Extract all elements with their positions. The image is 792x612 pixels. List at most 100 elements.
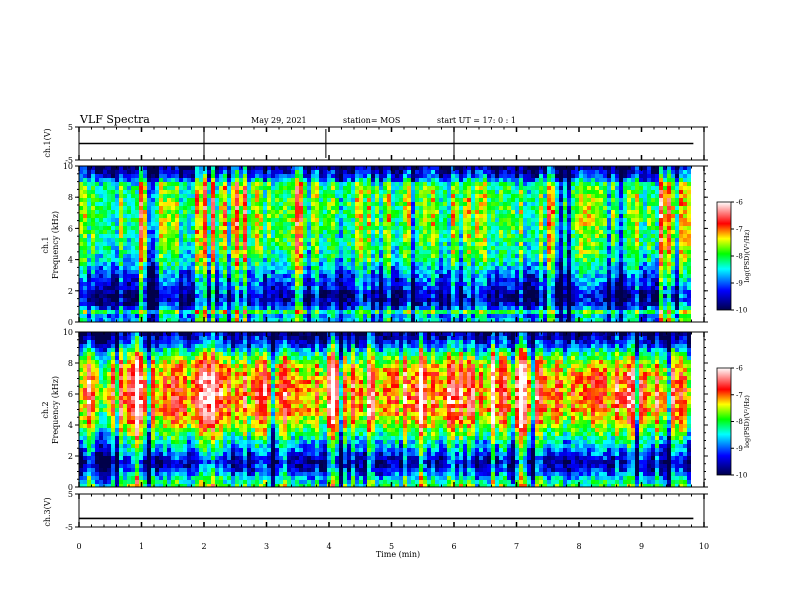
- spectrogram-cell: [491, 210, 495, 214]
- spectrogram-cell: [483, 314, 487, 318]
- spectrogram-cell: [295, 182, 299, 186]
- spectrogram-cell: [107, 250, 111, 254]
- spectrogram-cell: [251, 222, 255, 226]
- spectrogram-cell: [543, 314, 547, 318]
- spectrogram-cell: [259, 262, 263, 266]
- spectrogram-cell: [103, 278, 107, 282]
- spectrogram-cell: [255, 246, 259, 250]
- spectrogram-cell: [479, 270, 483, 274]
- spectrogram-cell: [375, 298, 379, 302]
- spectrogram-cell: [391, 262, 395, 266]
- spectrogram-cell: [475, 278, 479, 282]
- spectrogram-cell: [87, 198, 91, 202]
- spectrogram-cell: [551, 290, 555, 294]
- spectrogram-cell: [119, 214, 123, 218]
- spectrogram-cell: [355, 254, 359, 258]
- spectrogram-cell: [99, 202, 103, 206]
- spectrogram-cell: [283, 242, 287, 246]
- spectrogram-cell: [99, 210, 103, 214]
- spectrogram-cell: [311, 202, 315, 206]
- spectrogram-cell: [535, 290, 539, 294]
- spectrogram-cell: [395, 218, 399, 222]
- spectrogram-cell: [571, 234, 575, 238]
- spectrogram-cell: [551, 238, 555, 242]
- spectrogram-cell: [211, 294, 215, 298]
- spectrogram-cell: [443, 286, 447, 290]
- spectrogram-cell: [435, 306, 439, 310]
- spectrogram-cell: [571, 210, 575, 214]
- spectrogram-cell: [83, 286, 87, 290]
- spectrogram-cell: [119, 202, 123, 206]
- spectrogram-cell: [363, 182, 367, 186]
- spectrogram-cell: [375, 258, 379, 262]
- spectrogram-cell: [155, 262, 159, 266]
- spectrogram-cell: [251, 274, 255, 278]
- spectrogram-cell: [487, 254, 491, 258]
- spectrogram-cell: [443, 278, 447, 282]
- spectrogram-cell: [327, 262, 331, 266]
- spectrogram-cell: [327, 290, 331, 294]
- spectrogram-cell: [407, 214, 411, 218]
- spectrogram-cell: [415, 282, 419, 286]
- spectrogram-cell: [531, 218, 535, 222]
- spectrogram-cell: [455, 210, 459, 214]
- spectrogram-cell: [499, 206, 503, 210]
- spectrogram-cell: [419, 182, 423, 186]
- spectrogram-cell: [311, 270, 315, 274]
- spectrogram-cell: [375, 262, 379, 266]
- spectrogram-cell: [115, 170, 119, 174]
- spectrogram-cell: [203, 246, 207, 250]
- spectrogram-cell: [239, 286, 243, 290]
- spectrogram-cell: [255, 302, 259, 306]
- spectrogram-cell: [339, 298, 343, 302]
- spectrogram-cell: [547, 226, 551, 230]
- spectrogram-cell: [575, 202, 579, 206]
- spectrogram-cell: [339, 282, 343, 286]
- spectrogram-cell: [123, 242, 127, 246]
- spectrogram-cell: [295, 230, 299, 234]
- spectrogram-cell: [455, 266, 459, 270]
- spectrogram-cell: [419, 270, 423, 274]
- spectrogram-cell: [367, 294, 371, 298]
- spectrogram-cell: [283, 174, 287, 178]
- spectrogram-cell: [135, 302, 139, 306]
- spectrogram-cell: [375, 314, 379, 318]
- spectrogram-cell: [387, 310, 391, 314]
- spectrogram-cell: [175, 186, 179, 190]
- spectrogram-cell: [367, 314, 371, 318]
- spectrogram-cell: [255, 286, 259, 290]
- spectrogram-cell: [151, 182, 155, 186]
- spectrogram-cell: [343, 294, 347, 298]
- spectrogram-cell: [291, 230, 295, 234]
- spectrogram-cell: [387, 298, 391, 302]
- spectrogram-cell: [103, 234, 107, 238]
- spectrogram-cell: [463, 274, 467, 278]
- spectrogram-cell: [427, 278, 431, 282]
- spectrogram-cell: [159, 178, 163, 182]
- spectrogram-cell: [503, 214, 507, 218]
- spectrogram-cell: [487, 246, 491, 250]
- spectrogram-cell: [543, 250, 547, 254]
- spectrogram-cell: [563, 298, 567, 302]
- spectrogram-cell: [239, 174, 243, 178]
- spectrogram-cell: [511, 190, 515, 194]
- spectrogram-cell: [127, 198, 131, 202]
- spectrogram-cell: [319, 174, 323, 178]
- spectrogram-cell: [335, 214, 339, 218]
- spectrogram-cell: [271, 166, 275, 170]
- spectrogram-cell: [275, 286, 279, 290]
- spectrogram-cell: [275, 202, 279, 206]
- spectrogram-cell: [247, 222, 251, 226]
- spectrogram-cell: [111, 290, 115, 294]
- spectrogram-cell: [159, 310, 163, 314]
- spectrogram-cell: [147, 274, 151, 278]
- spectrogram-cell: [107, 210, 111, 214]
- spectrogram-cell: [107, 254, 111, 258]
- spectrogram-cell: [239, 298, 243, 302]
- spectrogram-cell: [291, 202, 295, 206]
- spectrogram-cell: [295, 238, 299, 242]
- spectrogram-cell: [339, 314, 343, 318]
- spectrogram-cell: [147, 186, 151, 190]
- spectrogram-cell: [559, 238, 563, 242]
- spectrogram-cell: [211, 226, 215, 230]
